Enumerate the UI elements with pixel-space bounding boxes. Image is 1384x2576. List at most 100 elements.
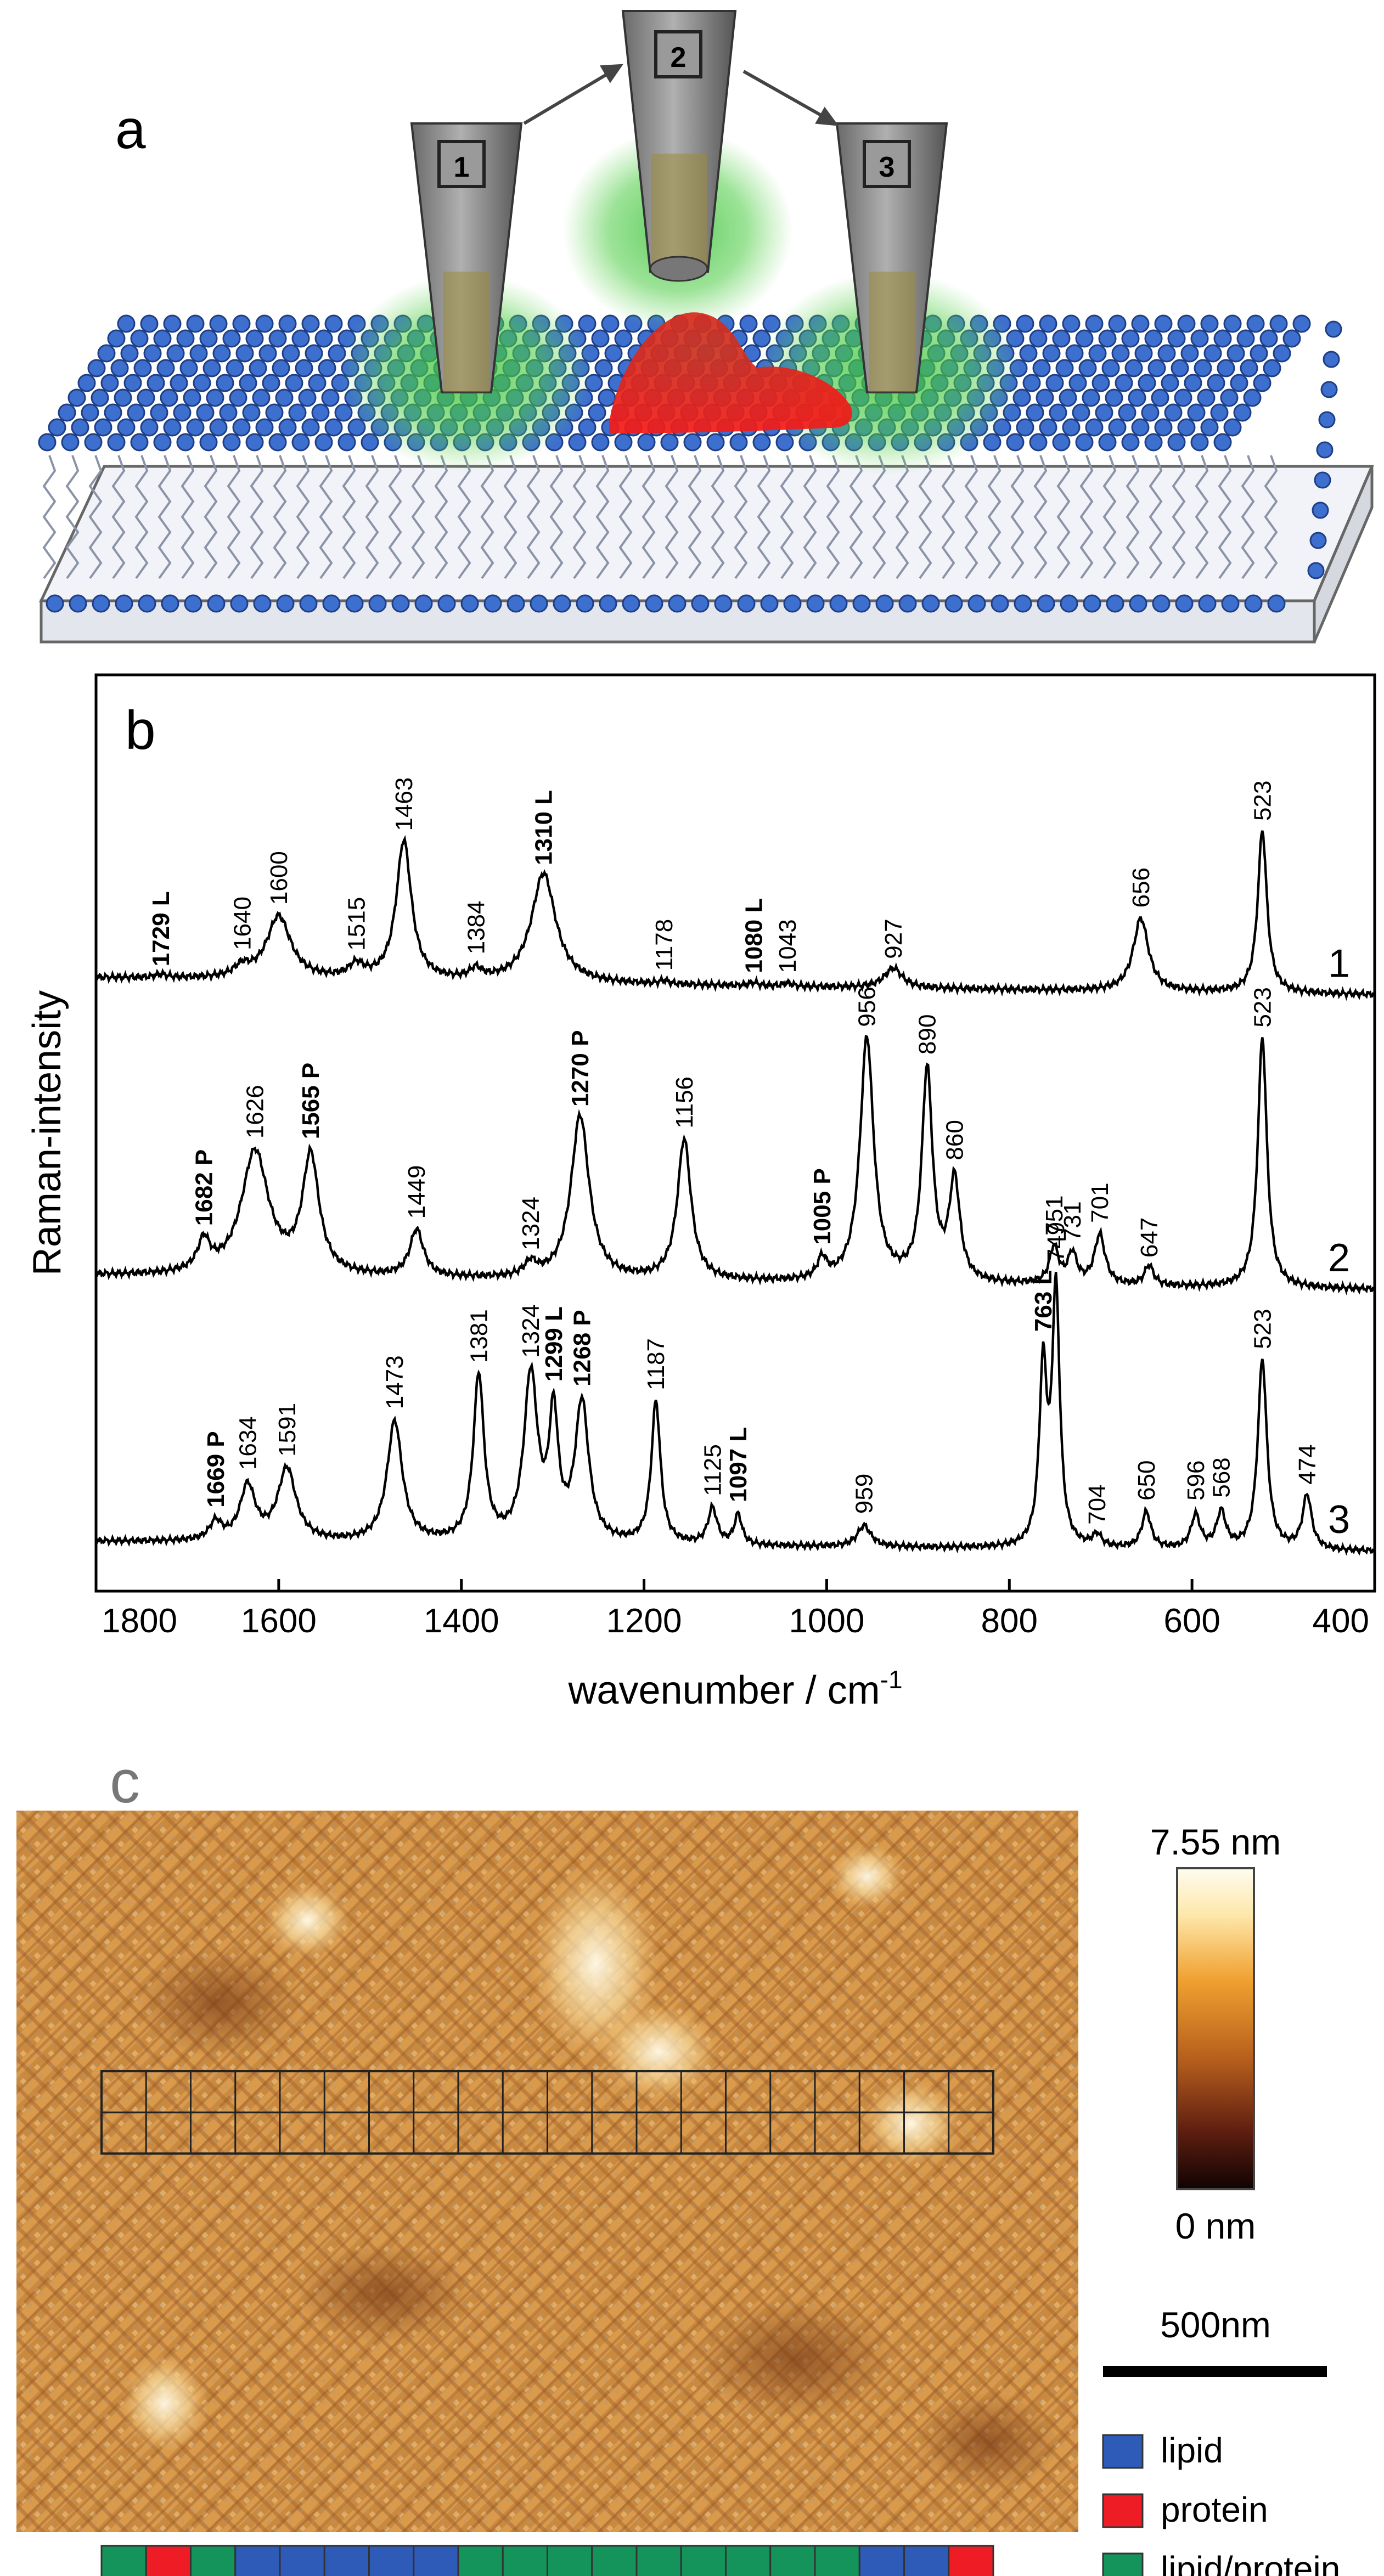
lipid-head: [232, 418, 251, 437]
x-axis-title: wavenumber / cm-1: [567, 1665, 902, 1712]
lipid-head: [1141, 403, 1160, 422]
lipid-head: [216, 374, 234, 392]
peak-label: 474: [1294, 1444, 1321, 1484]
lipid-head: [278, 314, 297, 333]
strip-cell-lipid-protein: [547, 2545, 593, 2576]
lipid-head: [206, 388, 224, 407]
lipid-head: [189, 344, 208, 363]
lipid-head: [1052, 329, 1071, 348]
lipid-tail: [111, 455, 126, 579]
lipid-head: [1167, 329, 1186, 348]
lipid-head: [1246, 314, 1265, 333]
peak-label: 1270 P: [567, 1030, 594, 1107]
lipid-head: [1269, 314, 1288, 333]
lipid-head: [1223, 418, 1242, 437]
lipid-head: [77, 374, 96, 392]
lipid-head: [1115, 374, 1133, 392]
lipid-tail: [227, 455, 241, 579]
lipid-head: [235, 344, 254, 363]
lipid-head-edge: [1325, 320, 1342, 338]
lipid-head: [598, 388, 616, 407]
lipid-head: [1253, 374, 1272, 392]
lipid-tail: [595, 455, 610, 579]
lipid-head: [1273, 344, 1291, 363]
peak-label: 1080 L: [740, 898, 767, 973]
lipid-head: [84, 433, 103, 452]
lipid-head: [222, 329, 241, 348]
lipid-head: [1144, 433, 1163, 452]
lipid-head: [295, 359, 313, 377]
peak-label: 1626: [242, 1085, 269, 1138]
lipid-head: [222, 433, 241, 452]
strip-cell-lipid-protein: [502, 2545, 548, 2576]
lipid-head: [1131, 314, 1150, 333]
peak-label: 1669 P: [202, 1431, 229, 1507]
lipid-head: [1124, 359, 1143, 377]
peak-label: 1299 L: [541, 1306, 567, 1382]
lipid-head: [117, 314, 136, 333]
peak-label: 1268 P: [569, 1310, 595, 1386]
lipid-head-bottom: [1244, 594, 1263, 613]
lipid-head-edge: [1318, 411, 1336, 429]
lipid-tail: [319, 455, 333, 579]
spectra-group: 1 1729 L 1640 1600 1515 1463 1384 1310 L 1178 108…: [95, 777, 1376, 1556]
lipid-head: [1045, 374, 1064, 392]
lipid-tail: [411, 455, 425, 579]
peak-label: 1565 P: [297, 1063, 324, 1139]
lipid-tail: [1126, 455, 1140, 579]
lipid-head: [1029, 433, 1048, 452]
lipid-head: [1134, 344, 1153, 363]
panel-c-afm: c 7.55 nm 0 nm 500nm lipid protein lipid/p…: [16, 1748, 1340, 2576]
lipid-head-bottom: [829, 594, 848, 613]
lipid-head: [245, 329, 264, 348]
lipid-head: [130, 329, 149, 348]
peak-label: 763 L: [1030, 1270, 1057, 1332]
lipid-tail: [895, 455, 909, 579]
lipid-head: [120, 344, 139, 363]
lipid-head: [1282, 329, 1301, 348]
lipid-tail: [872, 455, 886, 579]
lipid-head: [1187, 403, 1206, 422]
lipid-head-bottom: [483, 594, 502, 613]
lipid-head: [196, 403, 215, 422]
peak-label: 890: [914, 1014, 941, 1055]
lipid-head: [156, 359, 175, 377]
lipid-head: [1052, 433, 1071, 452]
lipid-head-bottom: [1014, 594, 1032, 613]
lipid-head: [1121, 329, 1140, 348]
y-axis-title: Raman-intensity: [25, 990, 69, 1276]
lipid-head-bottom: [184, 594, 202, 613]
lipid-head: [1174, 388, 1192, 407]
lipid-head: [278, 418, 297, 437]
lipid-head: [318, 359, 336, 377]
lipid-head: [1236, 329, 1255, 348]
lipid-head: [1026, 403, 1044, 422]
lipid-head: [91, 388, 109, 407]
lipid-head: [186, 314, 205, 333]
afm-sampling-grid: [100, 2070, 994, 2155]
lipid-head: [683, 433, 702, 452]
peak-label: 701: [1087, 1182, 1113, 1222]
lipid-head-edge: [1323, 351, 1340, 368]
lipid-head: [1190, 329, 1209, 348]
lipid-tail: [157, 455, 172, 579]
lipid-head: [255, 418, 274, 437]
legend-swatch-lipid: [1102, 2434, 1144, 2469]
lipid-tail: [480, 455, 494, 579]
lipid-tail: [204, 455, 218, 579]
lipid-head: [1144, 329, 1163, 348]
lipid-head: [1243, 388, 1262, 407]
lipid-head: [1088, 344, 1107, 363]
strip-cell-lipid: [368, 2545, 415, 2576]
lipid-head-bottom: [875, 594, 894, 613]
lipid-tail: [388, 455, 402, 579]
x-tick-label: 1400: [424, 1602, 499, 1640]
x-tick-label: 800: [981, 1602, 1038, 1640]
peak-label: 751: [1041, 1195, 1068, 1235]
lipid-head: [153, 329, 172, 348]
lipid-head: [176, 329, 195, 348]
lipid-tails: [42, 455, 1278, 579]
lipid-head-bottom: [1152, 594, 1171, 613]
legend-label-protein: protein: [1161, 2490, 1268, 2529]
